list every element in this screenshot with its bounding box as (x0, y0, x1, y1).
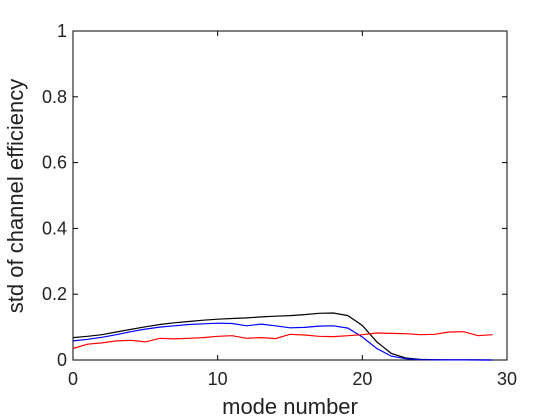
series-line-2 (72, 322, 493, 361)
series-line-3 (72, 331, 493, 350)
plot-area (72, 30, 508, 361)
axis-ticks: 0 10 20 30 0 0.2 0.4 0.6 0.8 1 (42, 21, 517, 389)
y-tick-label: 1 (57, 21, 67, 41)
y-tick-label: 0.8 (42, 87, 67, 107)
y-axis-label: std of channel efficiency (3, 79, 28, 313)
x-tick-label: 30 (497, 369, 517, 389)
y-tick-label: 0.4 (42, 218, 67, 238)
y-tick-label: 0.2 (42, 284, 67, 304)
y-tick-label: 0 (57, 350, 67, 370)
x-axis-label: mode number (222, 394, 358, 419)
x-tick-label: 0 (68, 369, 78, 389)
x-tick-label: 10 (208, 369, 228, 389)
x-tick-label: 20 (352, 369, 372, 389)
y-tick-label: 0.6 (42, 153, 67, 173)
series-lines (72, 312, 493, 361)
